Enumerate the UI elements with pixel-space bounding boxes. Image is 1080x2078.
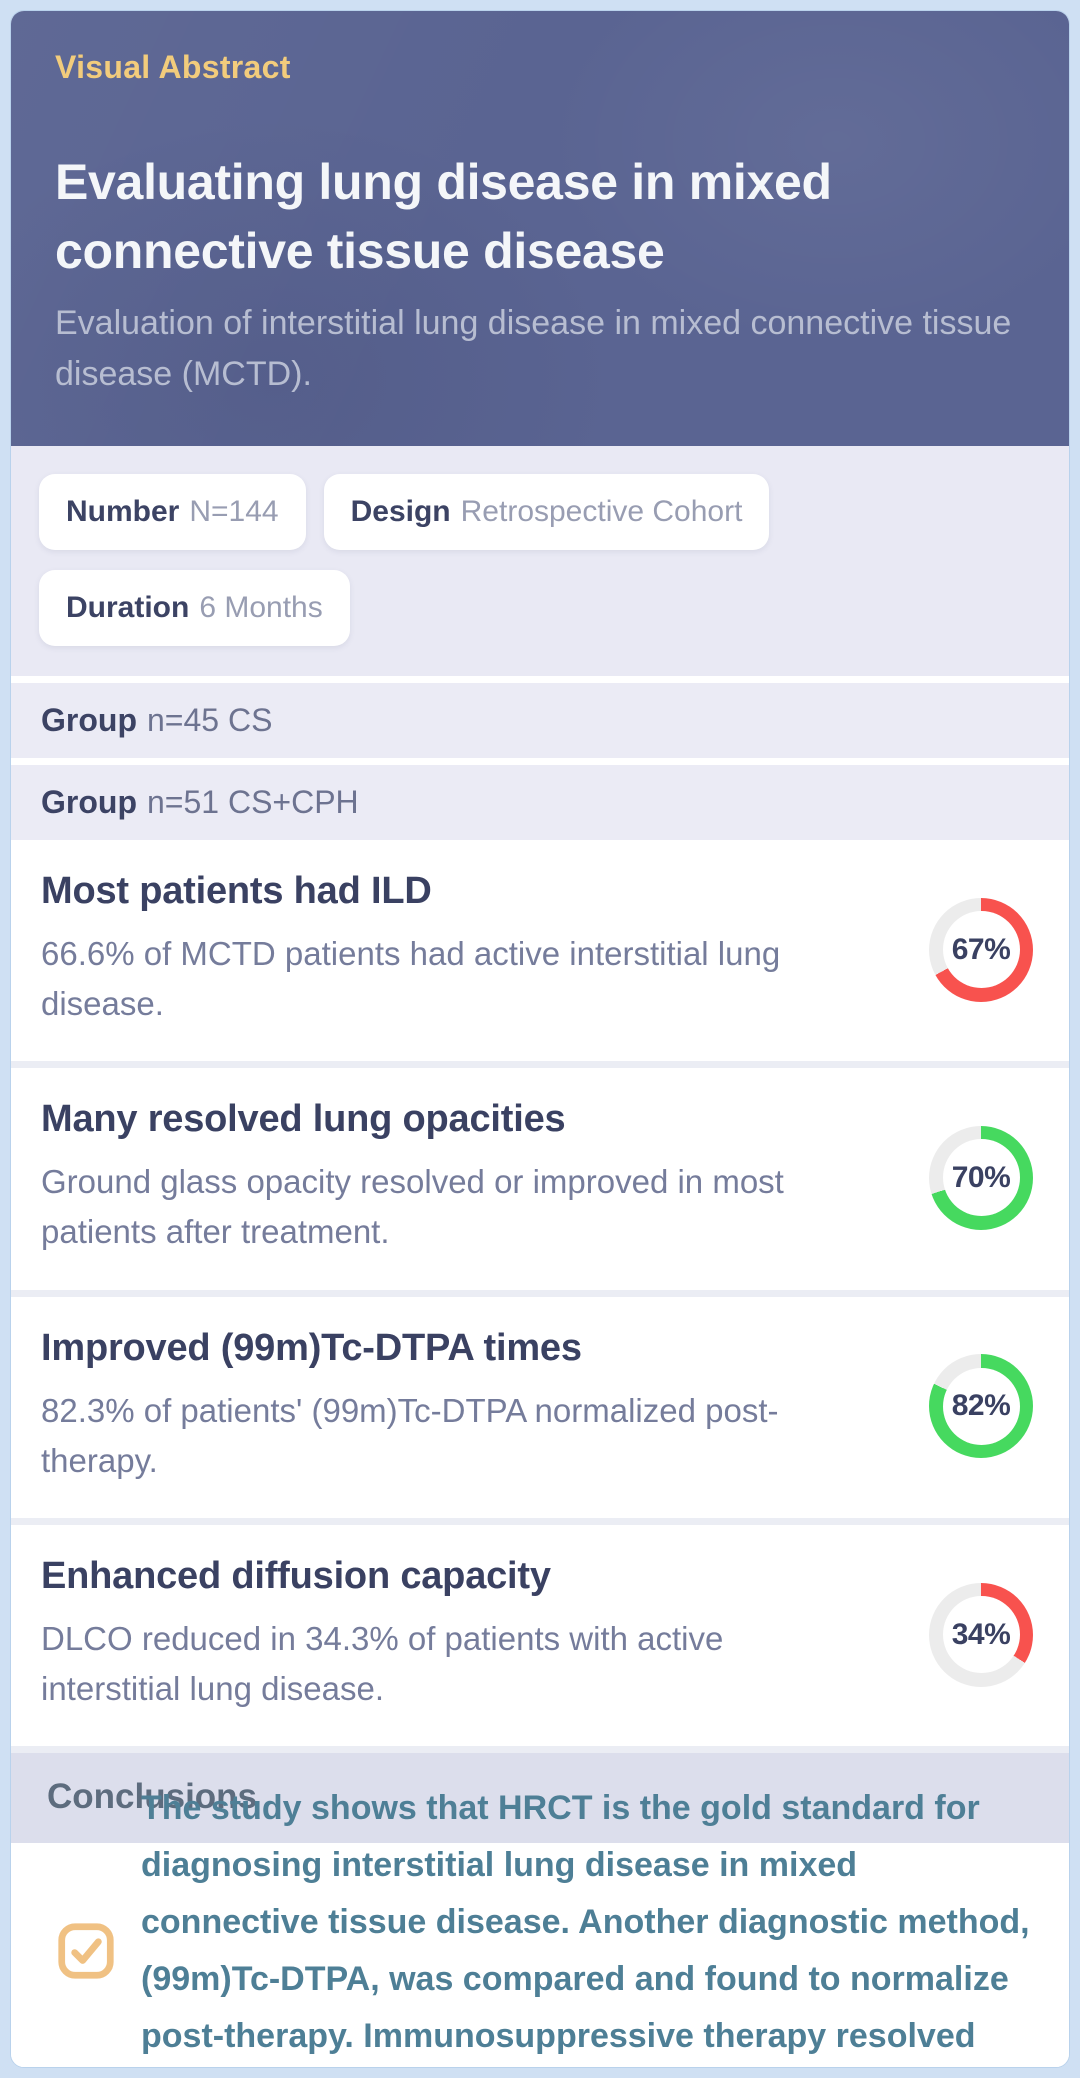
finding-title: Most patients had ILD [41,870,432,912]
finding-card-dtpa: Improved (99m)Tc-DTPA times 82.3% of pat… [11,1296,1069,1518]
checkmark-icon [71,1938,102,1965]
visual-abstract-label: Visual Abstract [55,49,291,85]
donut-percent-label: 34% [951,1617,1011,1651]
group-row-cs-cph: Group n=51 CS+CPH [11,765,1069,840]
donut-hole: 67% [942,911,1020,989]
pill-value: N=144 [189,495,279,528]
finding-description: Ground glass opacity resolved or improve… [41,1163,784,1251]
donut-percent-label: 67% [951,932,1011,966]
donut-chart: 70% [929,1125,1033,1230]
divider [11,1289,1069,1297]
group-label: Group [41,784,137,820]
group-value: n=45 CS [146,702,273,738]
pill-label: Design [350,495,451,528]
finding-description: 82.3% of patients' (99m)Tc-DTPA normaliz… [41,1391,779,1479]
finding-description: DLCO reduced in 34.3% of patients with a… [41,1619,724,1708]
duration-pill: Duration 6 Months [39,570,350,646]
conclusions-section: The study shows that HRCT is the gold st… [11,1789,1069,2067]
donut-hole: 34% [942,1596,1020,1674]
page-title: Evaluating lung disease in mixed connect… [55,154,832,279]
header: Visual Abstract Evaluating lung disease … [11,11,1069,446]
divider [11,1517,1069,1525]
page-subtitle: Evaluation of interstitial lung disease … [55,304,1012,393]
finding-title: Enhanced diffusion capacity [41,1554,551,1597]
conclusions-header: Conclusions [11,1753,1069,1844]
pill-value: Retrospective Cohort [460,495,743,528]
group-row-cs: Group n=45 CS [11,683,1069,758]
donut-percent-label: 70% [951,1160,1011,1194]
donut-chart: 34% [929,1582,1033,1687]
divider [11,1061,1069,1069]
finding-card-dlco: Enhanced diffusion capacity DLCO reduced… [11,1524,1069,1747]
divider [11,1746,1069,1754]
donut-chart: 82% [929,1354,1033,1459]
donut-hole: 70% [942,1139,1020,1217]
finding-title: Many resolved lung opacities [41,1098,566,1141]
design-pill: Design Retrospective Cohort [323,474,770,550]
number-pill: Number N=144 [39,474,306,550]
finding-description: 66.6% of MCTD patients had active inters… [41,935,781,1023]
donut-chart: 67% [929,897,1033,1002]
finding-title: Improved (99m)Tc-DTPA times [41,1326,582,1369]
donut-hole: 82% [942,1367,1020,1445]
pill-value: 6 Months [199,591,323,624]
checkbox-outline [58,1923,114,1979]
visual-abstract-card: Visual Abstract Evaluating lung disease … [10,10,1070,2068]
pill-label: Duration [66,591,190,624]
finding-card-opacities: Many resolved lung opacities Ground glas… [11,1068,1069,1290]
study-meta-section: Number N=144 Design Retrospective Cohort… [11,446,1069,676]
checkbox-icon [58,1923,114,1979]
conclusions-text: The study shows that HRCT is the gold st… [141,1788,1030,2056]
group-label: Group [41,702,137,738]
group-value: n=51 CS+CPH [146,784,359,820]
pill-label: Number [66,495,180,528]
finding-card-ild: Most patients had ILD 66.6% of MCTD pati… [11,840,1069,1062]
donut-percent-label: 82% [951,1389,1011,1423]
